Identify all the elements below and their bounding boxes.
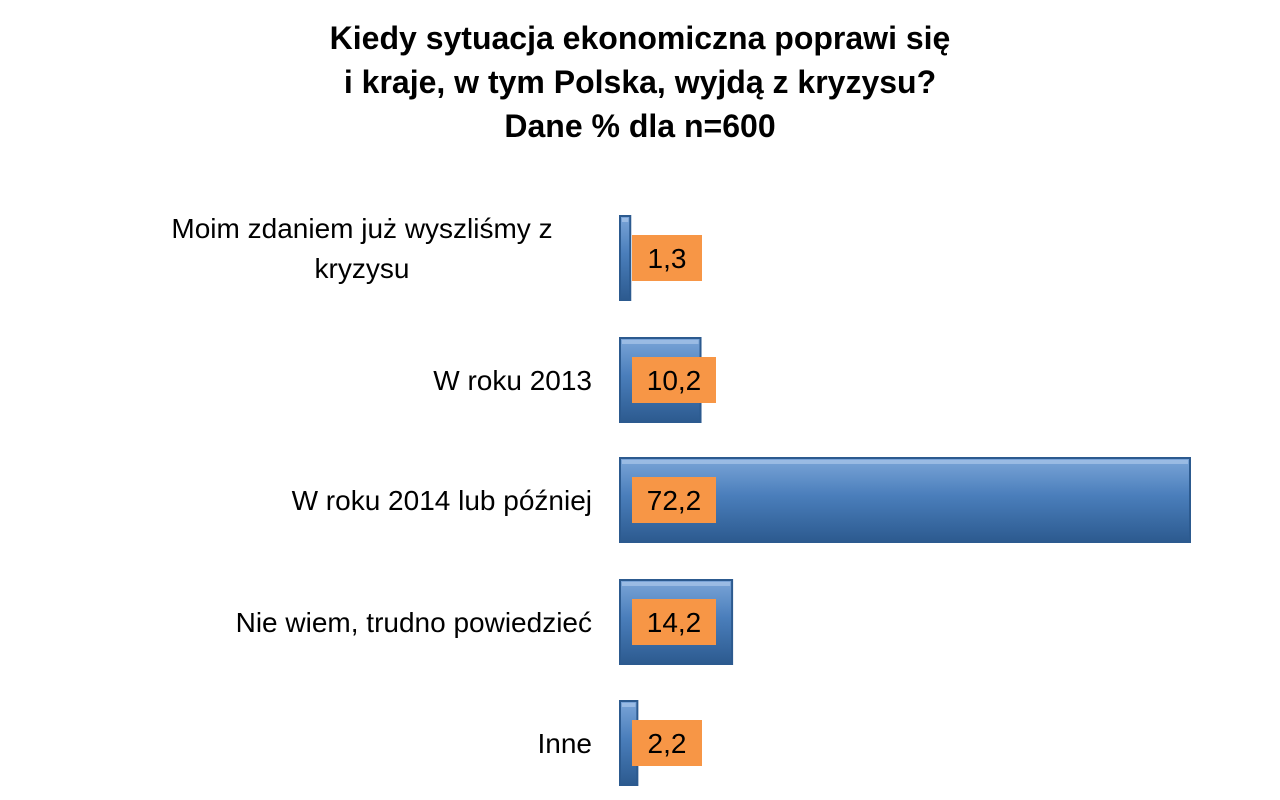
category-label-3: Nie wiem, trudno powiedzieć	[236, 607, 592, 638]
value-box-1	[632, 357, 716, 403]
value-label-1: 10,2	[647, 365, 702, 396]
chart-title: Kiedy sytuacja ekonomiczna poprawi się i…	[0, 16, 1280, 148]
value-box-3	[632, 599, 716, 645]
value-label-0: 1,3	[648, 243, 687, 274]
value-box-4	[632, 720, 702, 766]
chart-title-line-2: i kraje, w tym Polska, wyjdą z kryzysu?	[343, 64, 937, 100]
chart-title-line-1: Kiedy sytuacja ekonomiczna poprawi się	[329, 20, 951, 56]
category-label-0: Moim zdaniem już wyszliśmy z kryzysu	[171, 213, 552, 284]
category-label-1: W roku 2013	[433, 365, 592, 396]
bar-highlight-3	[622, 582, 731, 586]
bar-highlight-2	[622, 460, 1188, 464]
category-labels: Moim zdaniem już wyszliśmy z kryzysu W rok…	[171, 213, 592, 759]
value-label-2: 72,2	[647, 485, 702, 516]
bar-0	[619, 215, 632, 301]
category-label-4: Inne	[538, 728, 593, 759]
category-label-0-line-0: Moim zdaniem już wyszliśmy z	[171, 213, 552, 244]
bar-highlight-4	[622, 703, 636, 707]
category-label-0-line-1: kryzysu	[315, 253, 410, 284]
value-label-3: 14,2	[647, 607, 702, 638]
value-label-4: 2,2	[648, 728, 687, 759]
category-label-2: W roku 2014 lub później	[292, 485, 592, 516]
value-box-0	[632, 235, 702, 281]
value-labels: 1,3 10,2 72,2 14,2 2,2	[632, 235, 716, 766]
chart-title-line-3: Dane % dla n=600	[504, 108, 776, 144]
bar-highlight-1	[622, 340, 699, 344]
value-box-2	[632, 477, 716, 523]
bar-highlight-0	[622, 218, 629, 222]
